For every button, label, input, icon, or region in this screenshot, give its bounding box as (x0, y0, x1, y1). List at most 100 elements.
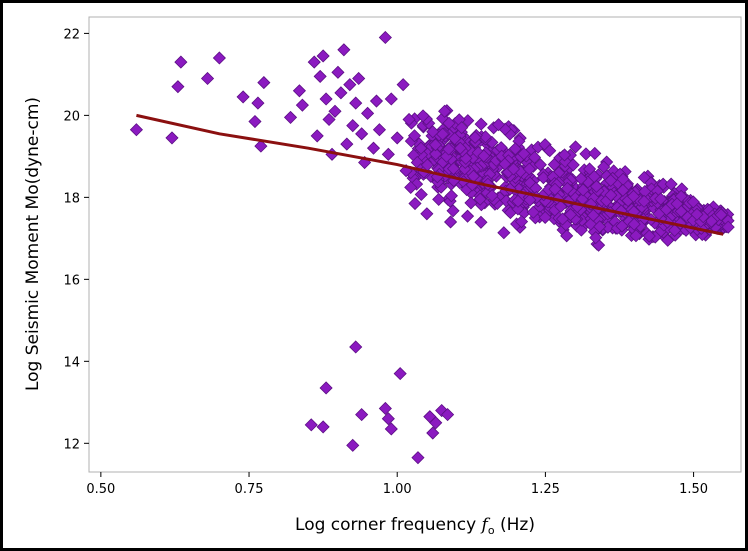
data-point (557, 148, 572, 162)
fit-line (136, 113, 724, 236)
data-point (378, 30, 392, 45)
data-point (316, 420, 330, 434)
data-point (548, 182, 562, 196)
x-tick-label: 0.50 (86, 482, 115, 497)
data-point (346, 438, 360, 452)
data-point (721, 220, 735, 234)
data-point (337, 43, 351, 57)
plot-area (88, 16, 742, 473)
data-point (384, 422, 398, 436)
data-point (328, 104, 342, 118)
y-tick-label: 18 (63, 191, 80, 206)
data-point (443, 215, 458, 229)
data-point (319, 92, 333, 106)
data-point (355, 408, 369, 422)
data-point (568, 140, 583, 154)
data-point (355, 127, 369, 141)
data-point (485, 189, 499, 203)
data-point (686, 195, 700, 209)
data-point (411, 451, 425, 465)
data-point (522, 162, 536, 176)
data-point (292, 84, 306, 98)
data-point (588, 146, 602, 160)
data-point (384, 92, 398, 106)
data-point (381, 412, 395, 426)
data-point (491, 118, 506, 132)
data-point (414, 141, 428, 155)
data-point (313, 69, 327, 84)
data-point (574, 171, 588, 186)
x-tick-label: 0.75 (235, 482, 264, 497)
data-point (690, 207, 704, 221)
data-point (366, 141, 381, 155)
data-point (361, 106, 375, 120)
data-point (477, 149, 491, 163)
data-point (589, 231, 603, 245)
data-point (637, 194, 651, 208)
data-point (396, 78, 410, 92)
data-point (304, 418, 318, 432)
data-point (442, 142, 456, 156)
data-point (574, 223, 588, 237)
x-tick-label: 1.50 (679, 482, 708, 497)
data-point (416, 109, 430, 123)
data-point (554, 199, 568, 214)
data-point (629, 229, 643, 243)
data-point (331, 65, 345, 79)
data-point (566, 158, 580, 172)
data-point (526, 205, 540, 219)
data-point (393, 367, 407, 381)
data-point (560, 181, 574, 195)
data-point (254, 139, 268, 153)
data-point (474, 117, 488, 131)
data-point (508, 142, 522, 156)
x-tick-label: 1.25 (531, 482, 560, 497)
data-point (627, 217, 641, 231)
data-point (464, 196, 478, 210)
data-point (174, 55, 188, 69)
data-point (448, 132, 462, 146)
data-point (468, 130, 482, 145)
data-point (533, 158, 547, 172)
data-point (442, 116, 456, 130)
data-point (407, 129, 422, 143)
data-point (714, 208, 728, 222)
y-tick-label: 20 (63, 109, 80, 124)
data-point (129, 123, 143, 137)
data-point (474, 215, 488, 229)
data-point (497, 226, 511, 240)
data-point (498, 157, 512, 171)
data-point (334, 86, 348, 100)
data-point (616, 183, 630, 197)
data-point (560, 229, 574, 243)
data-point (563, 207, 578, 222)
data-point (420, 207, 434, 221)
data-point (248, 114, 262, 129)
data-point (343, 78, 357, 92)
data-point (295, 98, 309, 112)
data-point (547, 157, 561, 172)
data-point (283, 110, 298, 124)
data-point (322, 112, 336, 127)
data-point (432, 192, 446, 206)
data-point (576, 183, 590, 197)
data-point (310, 129, 324, 143)
data-point (627, 189, 641, 203)
data-point (604, 188, 618, 202)
data-point (428, 138, 443, 152)
data-point (527, 150, 542, 165)
data-point (212, 51, 226, 65)
data-point (543, 144, 557, 158)
data-point (257, 76, 271, 90)
data-point (404, 180, 418, 194)
data-point (455, 121, 469, 135)
data-point (453, 141, 467, 155)
data-point (604, 173, 618, 187)
data-point (316, 49, 330, 63)
data-point (429, 147, 443, 161)
data-point (381, 147, 395, 161)
y-tick-label: 12 (63, 437, 80, 452)
data-point (668, 223, 682, 237)
data-point (514, 215, 529, 229)
